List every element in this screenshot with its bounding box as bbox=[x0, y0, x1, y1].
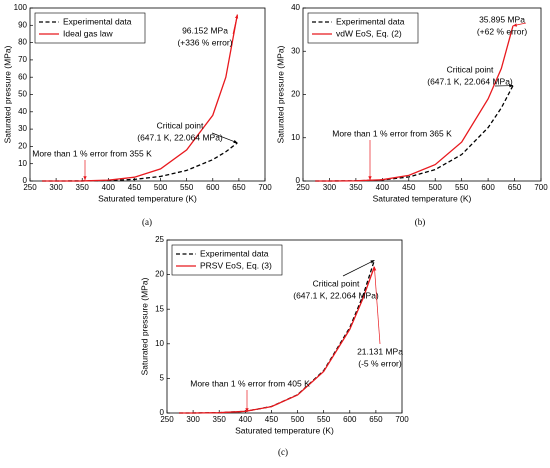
y-tick-label: 10 bbox=[291, 133, 300, 142]
y-tick-label: 15 bbox=[155, 304, 164, 313]
x-tick-label: 650 bbox=[232, 183, 246, 192]
y-tick-label: 10 bbox=[18, 159, 27, 168]
x-tick-label: 400 bbox=[376, 183, 390, 192]
annotation: More than 1 % error from 355 K bbox=[32, 148, 152, 158]
x-tick-label: 550 bbox=[180, 183, 194, 192]
x-tick-label: 450 bbox=[402, 183, 416, 192]
y-tick-label: 30 bbox=[291, 46, 300, 55]
panel-caption: (c) bbox=[278, 447, 288, 457]
y-tick-label: 100 bbox=[14, 3, 28, 12]
legend-label: Ideal gas law bbox=[63, 28, 113, 38]
x-tick-label: 700 bbox=[534, 183, 548, 192]
x-axis-label: Saturated temperature (K) bbox=[235, 425, 334, 435]
annotation: (647.1 K, 22.064 MPa) bbox=[293, 290, 379, 300]
x-tick-label: 600 bbox=[481, 183, 495, 192]
y-tick-label: 40 bbox=[291, 3, 300, 12]
x-tick-label: 350 bbox=[349, 183, 363, 192]
y-tick-label: 0 bbox=[296, 176, 301, 185]
legend-label: vdW EoS, Eq. (2) bbox=[336, 28, 402, 38]
annotation: (647.1 K, 22.064 MPa) bbox=[137, 132, 223, 142]
y-tick-label: 90 bbox=[18, 20, 27, 29]
annotation: 21.131 MPa bbox=[357, 346, 403, 356]
y-axis-label: Saturated pressure (MPa) bbox=[139, 277, 149, 375]
x-tick-label: 700 bbox=[258, 183, 272, 192]
annotation: (647.1 K, 22.064 MPa) bbox=[427, 76, 513, 86]
x-tick-label: 500 bbox=[291, 415, 305, 424]
annotation: (-5 % error) bbox=[358, 358, 402, 368]
x-tick-label: 300 bbox=[186, 415, 200, 424]
annotation: (+62 % error) bbox=[477, 26, 527, 36]
legend-label: PRSV EoS, Eq. (3) bbox=[200, 260, 272, 270]
y-axis-label: Saturated pressure (MPa) bbox=[275, 45, 285, 143]
legend-label: Experimental data bbox=[200, 248, 269, 258]
annotation: Critical point bbox=[157, 120, 204, 130]
legend-label: Experimental data bbox=[63, 16, 132, 26]
x-tick-label: 350 bbox=[213, 415, 227, 424]
panel-caption: (b) bbox=[415, 217, 426, 227]
x-tick-label: 600 bbox=[343, 415, 357, 424]
panel-caption: (a) bbox=[142, 217, 152, 227]
y-tick-label: 40 bbox=[18, 107, 27, 116]
annotation: Critical point bbox=[447, 64, 494, 74]
y-tick-label: 20 bbox=[18, 142, 27, 151]
x-tick-label: 300 bbox=[323, 183, 337, 192]
x-tick-label: 550 bbox=[455, 183, 469, 192]
annotation-arrow bbox=[374, 267, 380, 344]
annotation: 35.895 MPa bbox=[479, 14, 525, 24]
annotation: More than 1 % error from 365 K bbox=[332, 128, 452, 138]
x-tick-label: 400 bbox=[239, 415, 253, 424]
data-line bbox=[315, 26, 513, 181]
y-tick-label: 5 bbox=[160, 374, 165, 383]
annotation: (+336 % error) bbox=[177, 37, 232, 47]
x-tick-label: 450 bbox=[128, 183, 142, 192]
y-tick-label: 20 bbox=[291, 90, 300, 99]
x-axis-label: Saturated temperature (K) bbox=[373, 193, 472, 203]
y-tick-label: 25 bbox=[155, 235, 164, 244]
y-axis-label: Saturated pressure (MPa) bbox=[2, 45, 12, 143]
x-tick-label: 600 bbox=[206, 183, 220, 192]
y-tick-label: 20 bbox=[155, 270, 164, 279]
y-tick-label: 60 bbox=[18, 72, 27, 81]
annotation-arrow bbox=[233, 15, 237, 34]
annotation: More than 1 % error from 405 K bbox=[190, 378, 310, 388]
x-tick-label: 550 bbox=[317, 415, 331, 424]
y-tick-label: 0 bbox=[23, 176, 28, 185]
annotation-arrow bbox=[343, 260, 374, 276]
x-tick-label: 700 bbox=[395, 415, 409, 424]
y-tick-label: 70 bbox=[18, 55, 27, 64]
x-tick-label: 400 bbox=[102, 183, 116, 192]
y-tick-label: 10 bbox=[155, 339, 164, 348]
x-axis-label: Saturated temperature (K) bbox=[98, 193, 197, 203]
y-tick-label: 0 bbox=[160, 408, 165, 417]
y-tick-label: 30 bbox=[18, 124, 27, 133]
x-tick-label: 300 bbox=[49, 183, 63, 192]
x-tick-label: 500 bbox=[154, 183, 168, 192]
x-tick-label: 500 bbox=[429, 183, 443, 192]
annotation: 96.152 MPa bbox=[182, 25, 228, 35]
x-tick-label: 650 bbox=[508, 183, 522, 192]
legend-label: Experimental data bbox=[336, 16, 405, 26]
data-line bbox=[179, 267, 374, 413]
x-tick-label: 450 bbox=[265, 415, 279, 424]
annotation: Critical point bbox=[313, 278, 360, 288]
y-tick-label: 80 bbox=[18, 38, 27, 47]
x-tick-label: 350 bbox=[76, 183, 90, 192]
y-tick-label: 50 bbox=[18, 90, 27, 99]
x-tick-label: 650 bbox=[369, 415, 383, 424]
